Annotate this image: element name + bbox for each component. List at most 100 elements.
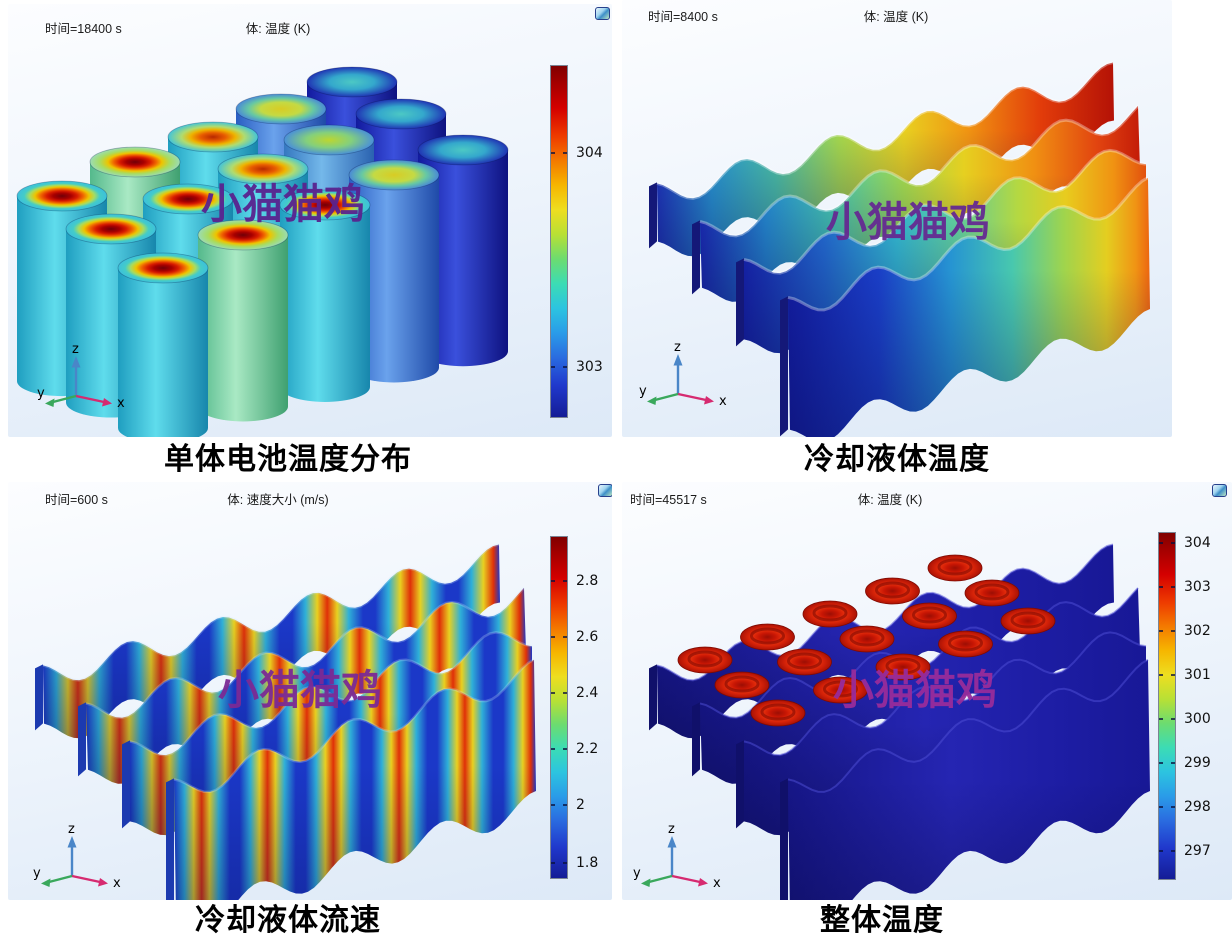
- colorbar-tick-label: 304: [576, 145, 603, 161]
- battery-cell-body: [118, 268, 208, 437]
- y-axis-arrowhead: [45, 398, 55, 407]
- colorbar-tick-mark: [563, 580, 567, 582]
- colorbar-tick-mark: [1159, 806, 1163, 808]
- battery-cell-top: [283, 124, 375, 156]
- plate-left-end: [736, 740, 744, 829]
- axis-triad: z x y: [633, 822, 721, 891]
- battery-cell-top: [417, 134, 509, 166]
- z-axis-arrowhead: [71, 356, 81, 368]
- battery-cell-top: [117, 252, 209, 284]
- colorbar-tick-label: 1.8: [576, 855, 599, 871]
- battery-cell-top: [279, 189, 371, 221]
- colorbar-tick-mark: [1159, 674, 1163, 676]
- panel-coolant-velocity: 时间=600 s 体: 速度大小 (m/s) 2.8 2.6 2.4 2.2 2 1.8 …: [8, 482, 612, 900]
- colorbar-tick-mark: [551, 366, 555, 368]
- x-axis-label: x: [117, 396, 125, 411]
- colorbar-tick-mark: [1171, 850, 1175, 852]
- battery-cell-top: [89, 146, 181, 178]
- colorbar-tick-mark: [1159, 630, 1163, 632]
- colorbar-tick-mark: [563, 692, 567, 694]
- y-axis-arrow: [654, 392, 679, 402]
- plate-left-end: [166, 778, 174, 900]
- plate-left-end: [78, 702, 86, 777]
- colorbar-tick-mark: [1159, 718, 1163, 720]
- y-axis-arrow: [52, 394, 77, 404]
- plate-left-end: [692, 220, 700, 295]
- colorbar-tick-label: 2.6: [576, 629, 599, 645]
- y-axis-label: y: [33, 866, 41, 881]
- colorbar-tick-mark: [551, 804, 555, 806]
- time-label: 时间=45517 s: [630, 493, 707, 507]
- x-axis-label: x: [113, 876, 121, 891]
- colorbar-tick-mark: [1171, 630, 1175, 632]
- colorbar-tick-label: 303: [1184, 579, 1211, 595]
- plate-left-end: [780, 778, 788, 900]
- x-axis-arrow: [677, 392, 707, 402]
- plate-left-end: [122, 740, 130, 829]
- plate-left-end: [780, 296, 788, 437]
- y-axis-arrow: [48, 874, 73, 884]
- battery-cell-top: [355, 98, 447, 130]
- battery-cell-body: [349, 175, 439, 383]
- colorbar-tick-mark: [563, 748, 567, 750]
- watermark: 小猫猫鸡: [201, 181, 365, 227]
- colorbar-tick-mark: [551, 862, 555, 864]
- colorbar-tick-label: 299: [1184, 755, 1211, 771]
- colorbar-bar: [1158, 532, 1176, 880]
- colorbar: 304 303 302 301 300 299 298 297: [1158, 532, 1232, 880]
- watermark: 小猫猫鸡: [833, 667, 997, 713]
- scene-cooling-plates-velocity: [35, 543, 536, 900]
- time-label: 时间=8400 s: [648, 10, 718, 24]
- colorbar-tick-label: 297: [1184, 843, 1211, 859]
- colorbar-tick-mark: [1171, 586, 1175, 588]
- colorbar-tick-mark: [563, 366, 567, 368]
- battery-cell-body: [280, 205, 371, 402]
- plate-left-end: [736, 258, 744, 347]
- panel-overall-temperature: 时间=45517 s 体: 温度 (K) 304 303 302 301 300 299 2…: [622, 482, 1232, 900]
- z-axis-arrowhead: [673, 354, 683, 366]
- battery-cell-body: [418, 150, 508, 367]
- watermark: 小猫猫鸡: [826, 199, 990, 245]
- plot-window-icon: [1212, 484, 1227, 497]
- colorbar-tick-mark: [551, 636, 555, 638]
- time-label: 时间=600 s: [45, 493, 108, 507]
- y-axis-label: y: [37, 386, 45, 401]
- scene-pack-temperature: [649, 543, 1150, 900]
- colorbar-tick-mark: [1171, 762, 1175, 764]
- colorbar-tick-label: 302: [1184, 623, 1211, 639]
- y-axis-label: y: [633, 866, 641, 881]
- colorbar-tick-mark: [1159, 762, 1163, 764]
- colorbar-tick-mark: [563, 804, 567, 806]
- x-axis-arrowhead: [98, 878, 108, 887]
- x-axis-label: x: [719, 394, 727, 409]
- x-axis-arrowhead: [704, 396, 714, 405]
- plate-left-end: [35, 664, 43, 731]
- axis-triad: z x y: [33, 822, 121, 891]
- caption-cell-temperature: 单体电池温度分布: [164, 443, 412, 476]
- battery-cell-top: [235, 93, 327, 125]
- plate-left-end: [692, 702, 700, 777]
- colorbar-tick-mark: [563, 152, 567, 154]
- plot-window-icon: [598, 484, 612, 497]
- battery-cell-top: [306, 66, 398, 98]
- scene-cooling-plates-temperature: [649, 61, 1150, 437]
- colorbar-tick-mark: [551, 748, 555, 750]
- plot-type-label: 体: 速度大小 (m/s): [227, 493, 329, 507]
- colorbar-tick-label: 2.4: [576, 685, 599, 701]
- plot-type-label: 体: 温度 (K): [863, 10, 929, 24]
- panel-coolant-temperature: 时间=8400 s 体: 温度 (K) z x y 小猫猫鸡: [622, 0, 1172, 437]
- y-axis-arrowhead: [647, 396, 657, 405]
- plot-type-label: 体: 温度 (K): [857, 493, 923, 507]
- colorbar-tick-label: 301: [1184, 667, 1211, 683]
- z-axis-label: z: [68, 822, 75, 837]
- x-axis-arrow: [71, 874, 101, 884]
- y-axis-label: y: [639, 384, 647, 399]
- x-axis-arrow: [671, 874, 701, 884]
- colorbar-tick-mark: [1159, 850, 1163, 852]
- scene-battery-cells: [16, 66, 509, 437]
- colorbar-tick-mark: [563, 636, 567, 638]
- z-axis-label: z: [72, 342, 79, 357]
- colorbar-tick-label: 303: [576, 359, 603, 375]
- battery-cell-top: [167, 121, 259, 153]
